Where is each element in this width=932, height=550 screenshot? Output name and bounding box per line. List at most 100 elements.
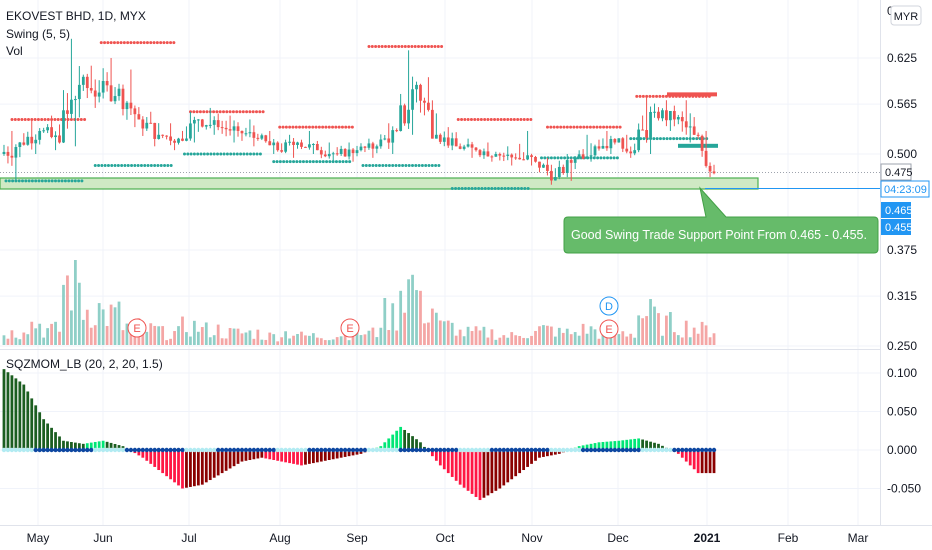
candle-body: [331, 153, 335, 155]
momentum-bar: [228, 450, 232, 469]
squeeze-dot: [465, 447, 471, 453]
volume-bar: [617, 334, 621, 345]
volume-bar: [145, 331, 149, 345]
oscillator-label[interactable]: SQZMOM_LB (20, 2, 20, 1.5): [6, 357, 163, 371]
candle-body: [137, 114, 141, 120]
swing-low-dot: [371, 164, 375, 168]
candle-body: [38, 130, 42, 140]
swing-high-dot: [377, 44, 381, 48]
squeeze-dot: [386, 447, 391, 453]
candle-body: [589, 155, 593, 157]
volume-bar: [387, 330, 391, 345]
volume-bar: [601, 328, 605, 345]
volume-bar: [708, 337, 712, 345]
swing-low-dot: [202, 152, 206, 156]
swing-low-dot: [103, 164, 107, 168]
swing-high-dot: [509, 117, 513, 121]
swing-indicator-label[interactable]: Swing (5, 5): [6, 27, 70, 41]
squeeze-dot: [664, 447, 669, 453]
volume-bar: [240, 333, 244, 345]
swing-low-dot: [434, 164, 438, 168]
swing-high-dot: [169, 41, 173, 45]
candle-body: [458, 146, 462, 149]
momentum-bar: [10, 375, 14, 450]
support-zone-rect[interactable]: [0, 177, 759, 190]
swing-low-dot: [665, 137, 669, 141]
candle-body: [601, 145, 605, 149]
candle-body: [192, 119, 196, 124]
momentum-bar: [546, 450, 549, 457]
volume-bar: [284, 331, 288, 345]
volume-bar: [117, 301, 121, 345]
swing-high-dot: [109, 41, 113, 45]
volume-indicator-label[interactable]: Vol: [6, 44, 23, 58]
volume-bar: [581, 323, 585, 345]
swing-high-dot: [651, 94, 655, 98]
momentum-bar: [101, 440, 105, 450]
swing-high-dot: [99, 41, 103, 45]
swing-low-dot: [467, 187, 471, 191]
volume-bar: [228, 328, 232, 345]
squeeze-dot: [533, 447, 538, 453]
swing-low-dot: [510, 187, 514, 191]
candle-body: [462, 146, 466, 149]
candle-body: [419, 84, 422, 101]
volume-bar: [173, 331, 176, 345]
callout-text: Good Swing Trade Support Point From 0.46…: [571, 228, 867, 242]
callout-annotation[interactable]: Good Swing Trade Support Point From 0.46…: [563, 186, 879, 254]
candle-body: [470, 144, 474, 148]
currency-badge[interactable]: MYR: [890, 5, 922, 26]
swing-high-dot: [288, 125, 292, 129]
momentum-bar: [490, 450, 494, 494]
squeeze-dot: [656, 447, 661, 453]
momentum-bar: [181, 450, 184, 489]
momentum-bar: [2, 369, 6, 450]
swing-high-dot: [403, 44, 407, 48]
swing-low-dot: [457, 187, 461, 191]
swing-high-dot: [231, 110, 235, 114]
time-axis[interactable]: May Jun Jul Aug Sep Oct Nov Dec 2021 Feb Mar: [27, 531, 869, 545]
symbol-title[interactable]: EKOVEST BHD, 1D, MYX: [6, 9, 146, 23]
swing-low-dot: [682, 137, 686, 141]
candle-body: [355, 150, 359, 154]
swing-high-dot: [400, 44, 404, 48]
momentum-bar: [224, 450, 228, 471]
swing-low-dot: [493, 187, 497, 191]
swing-high-dot: [136, 41, 140, 45]
swing-low-dot: [156, 164, 160, 168]
candle-body: [446, 137, 450, 146]
squeeze-dot: [620, 447, 625, 453]
momentum-bar: [177, 450, 180, 486]
volume-bar: [89, 327, 93, 345]
momentum-bar: [34, 405, 38, 450]
earnings-marker[interactable]: E: [340, 318, 360, 338]
earnings-marker[interactable]: E: [127, 318, 147, 338]
candle-body: [129, 102, 133, 109]
squeeze-dot: [303, 447, 308, 453]
momentum-bar: [502, 450, 506, 486]
squeeze-dot: [247, 447, 253, 453]
squeeze-dot: [307, 447, 312, 453]
momentum-bar: [712, 450, 716, 474]
volume-bar: [200, 327, 204, 345]
squeeze-dot: [96, 447, 102, 453]
swing-low-dot: [120, 164, 124, 168]
momentum-bar: [458, 450, 462, 485]
earnings-marker[interactable]: E: [599, 319, 619, 339]
volume-bar: [474, 326, 478, 345]
oscillator-axis[interactable]: 0.100 0.050 0.000 -0.050: [887, 366, 921, 496]
squeeze-dot: [493, 447, 499, 453]
price-axis[interactable]: 0.625 0.565 0.500 0.375 0.315 0.250: [887, 51, 917, 353]
squeeze-dot: [156, 447, 161, 453]
squeeze-dot: [473, 447, 479, 453]
swing-low-dot: [503, 187, 507, 191]
candle-body: [645, 130, 648, 138]
swing-high-dot: [129, 41, 133, 45]
dividend-marker[interactable]: D: [599, 296, 619, 316]
swing-high-dot: [17, 117, 21, 121]
candle-body: [66, 110, 69, 114]
candle-body: [62, 110, 65, 143]
swing-low-dot: [325, 160, 329, 164]
swing-low-dot: [7, 179, 11, 183]
